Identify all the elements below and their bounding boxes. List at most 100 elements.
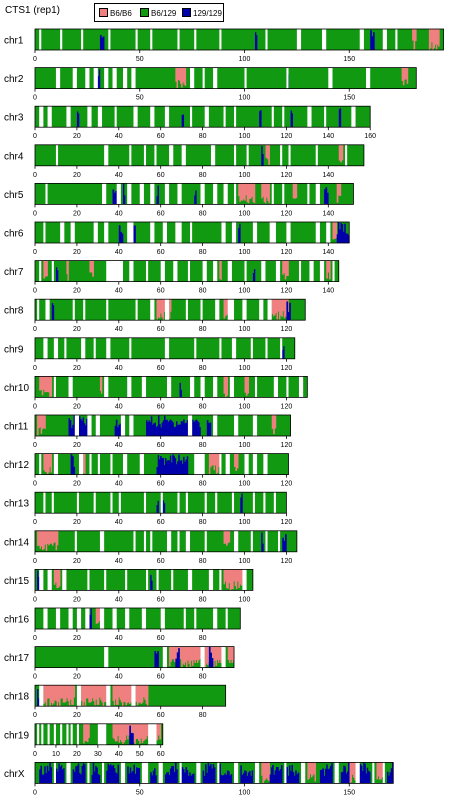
ho129-segment bbox=[92, 762, 95, 784]
ho129-segment bbox=[159, 424, 161, 436]
ho129-segment bbox=[202, 770, 205, 784]
b6b6-segment bbox=[210, 453, 212, 468]
gap-segment bbox=[41, 723, 44, 745]
b6b6-segment bbox=[266, 183, 268, 198]
b6b6-segment bbox=[84, 453, 86, 475]
b6b6-segment bbox=[98, 608, 101, 622]
gap-segment bbox=[78, 453, 84, 475]
ho129-segment bbox=[68, 418, 71, 436]
tick-label: 140 bbox=[322, 288, 334, 295]
b6b6-segment bbox=[194, 646, 196, 663]
tick-label: 80 bbox=[199, 519, 207, 526]
tick-label: 100 bbox=[239, 249, 251, 256]
gap-segment bbox=[122, 67, 128, 89]
b6b6-segment bbox=[274, 299, 276, 316]
gap-segment bbox=[231, 492, 235, 514]
b6b6-segment bbox=[268, 762, 270, 782]
ho129-segment bbox=[196, 420, 199, 436]
ho129-segment bbox=[183, 456, 185, 475]
b6b6-segment bbox=[341, 144, 344, 161]
b6b6-segment bbox=[119, 685, 122, 700]
b6b6-segment bbox=[116, 723, 118, 742]
ho129-segment bbox=[293, 775, 296, 784]
b6b6-segment bbox=[99, 376, 102, 391]
tick-label: 100 bbox=[239, 403, 251, 410]
gap-segment bbox=[116, 183, 121, 205]
gap-segment bbox=[106, 685, 111, 707]
track-outline-chrX bbox=[34, 762, 394, 784]
gap-segment bbox=[129, 337, 132, 359]
tick-label: 20 bbox=[73, 596, 81, 603]
tick-label: 140 bbox=[322, 172, 334, 179]
b6b6-segment bbox=[280, 299, 282, 316]
b6b6-segment bbox=[90, 685, 93, 702]
gap-segment bbox=[202, 67, 205, 89]
b6b6-segment bbox=[102, 685, 105, 707]
ho129-segment bbox=[345, 233, 348, 243]
ho129-segment bbox=[225, 774, 228, 784]
tick-label: 60 bbox=[157, 403, 165, 410]
b6b6-segment bbox=[183, 67, 185, 85]
b6b6-segment bbox=[175, 646, 177, 663]
ho129-segment bbox=[228, 771, 230, 784]
gap-segment bbox=[72, 67, 77, 89]
ho129-segment bbox=[182, 114, 185, 128]
gap-segment bbox=[87, 106, 92, 128]
b6b6-segment bbox=[128, 723, 130, 736]
gap-segment bbox=[282, 106, 285, 128]
gap-segment bbox=[87, 415, 92, 436]
track-outline-chr9 bbox=[34, 337, 296, 360]
b6b6-segment bbox=[129, 685, 131, 704]
ho129-segment bbox=[83, 423, 86, 436]
b6b6-segment bbox=[238, 183, 240, 197]
b6b6-segment bbox=[83, 723, 85, 744]
tick-label: 100 bbox=[239, 481, 251, 488]
b6b6-segment bbox=[121, 723, 123, 742]
ho129-segment bbox=[346, 771, 349, 784]
b6b6-segment bbox=[190, 646, 193, 661]
tick-label: 20 bbox=[73, 133, 81, 140]
ho129-segment bbox=[156, 425, 159, 436]
gap-segment bbox=[139, 183, 144, 205]
tick-label: 80 bbox=[199, 288, 207, 295]
ho129-segment bbox=[58, 763, 60, 784]
b6b6-segment bbox=[49, 685, 51, 706]
ho129-segment bbox=[128, 773, 130, 784]
b6b6-segment bbox=[294, 183, 296, 199]
b6b6-segment bbox=[40, 530, 43, 547]
gap-segment bbox=[141, 608, 147, 629]
b6b6-segment bbox=[138, 685, 140, 704]
ho129-segment bbox=[390, 768, 393, 784]
b6b6-segment bbox=[435, 29, 438, 50]
ho129-segment bbox=[327, 769, 330, 784]
ho129-segment bbox=[152, 424, 154, 436]
ho129-segment bbox=[189, 772, 191, 784]
b6b6-segment bbox=[126, 685, 129, 704]
b6b6-segment bbox=[234, 453, 236, 467]
gap-segment bbox=[382, 29, 387, 50]
ho129-segment bbox=[282, 349, 284, 359]
tick-label: 20 bbox=[73, 326, 81, 333]
b6b6-segment bbox=[50, 376, 53, 397]
ho129-segment bbox=[71, 427, 73, 436]
gap-segment bbox=[162, 222, 167, 243]
gap-segment bbox=[97, 106, 103, 128]
tick-label: 50 bbox=[136, 56, 144, 63]
gap-segment bbox=[244, 67, 247, 89]
b6b6-segment bbox=[94, 685, 96, 706]
b6b6-segment bbox=[261, 762, 263, 776]
ho129-segment bbox=[341, 224, 344, 243]
b6b6-segment bbox=[121, 685, 124, 707]
gap-segment bbox=[244, 453, 249, 475]
ho129-segment bbox=[164, 458, 167, 475]
gap-segment bbox=[252, 453, 258, 475]
b6b6-segment bbox=[123, 685, 125, 703]
ho129-segment bbox=[242, 773, 245, 784]
gap-segment bbox=[53, 337, 59, 359]
ho129-segment bbox=[295, 770, 297, 784]
b6b6-segment bbox=[45, 530, 48, 551]
gap-segment bbox=[265, 29, 268, 50]
ho129-segment bbox=[208, 422, 210, 436]
b6b6-segment bbox=[41, 376, 44, 396]
ho129-segment bbox=[161, 457, 163, 475]
